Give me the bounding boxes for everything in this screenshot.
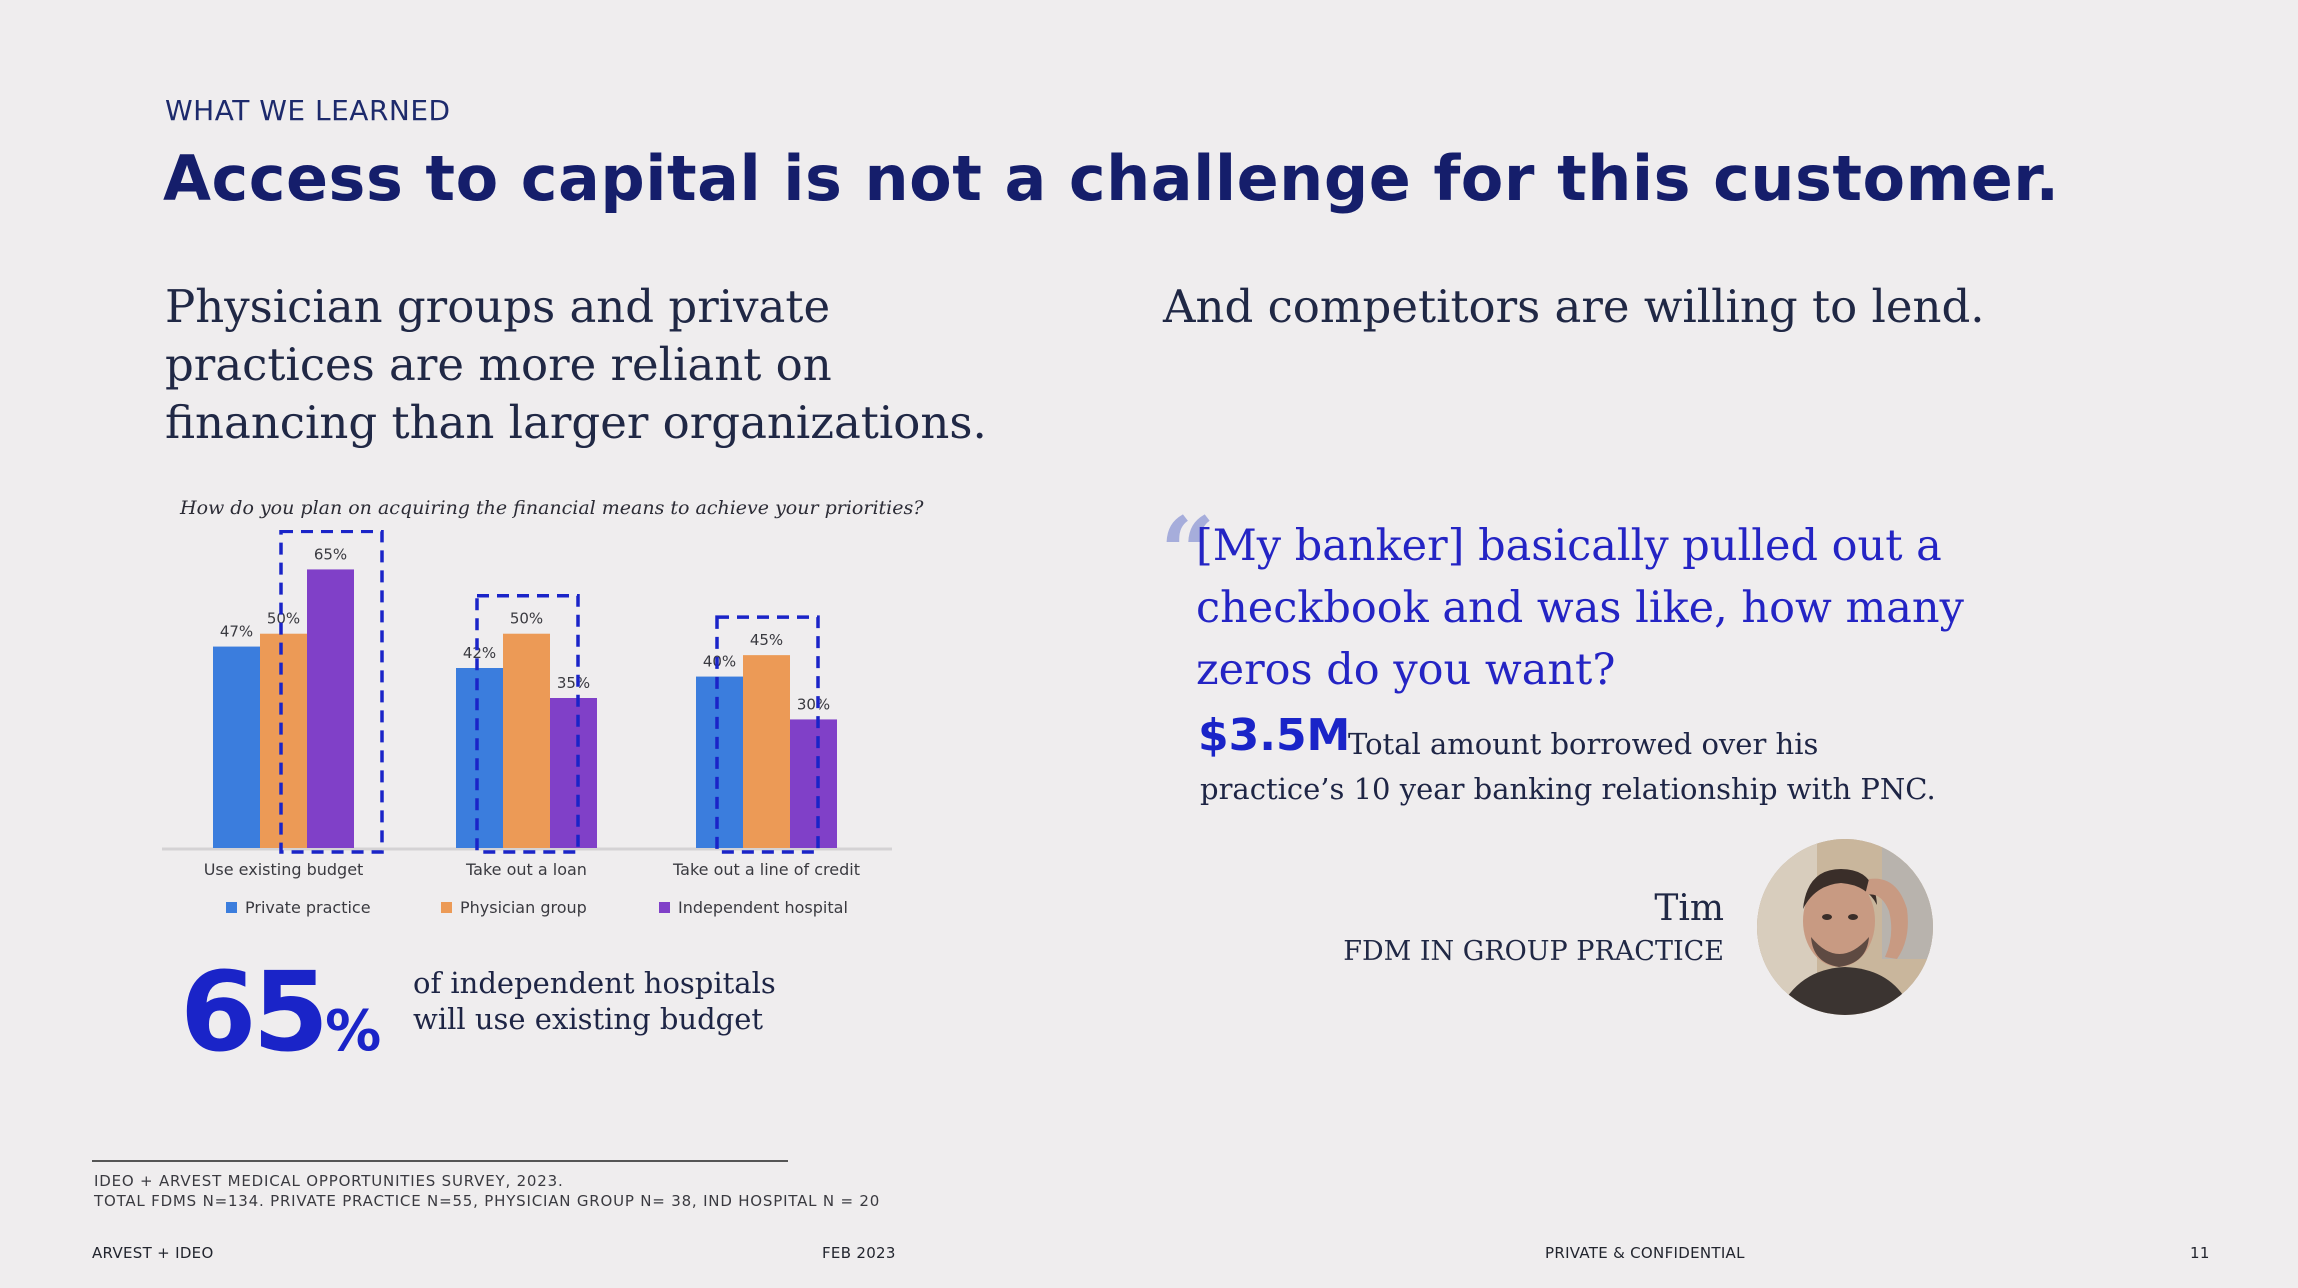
legend-swatch: [226, 902, 237, 913]
bar-independent-hospital: [790, 719, 837, 848]
highlight-box: [715, 615, 820, 854]
data-label: 42%: [463, 644, 496, 662]
bar-private-practice: [696, 676, 743, 848]
amount-stat-caption: Total amount borrowed over his practice’…: [1200, 727, 1936, 806]
legend-label: Private practice: [245, 898, 371, 917]
data-label: 45%: [750, 631, 783, 649]
bar-independent-hospital: [307, 569, 354, 848]
footnote-source: IDEO + ARVEST MEDICAL OPPORTUNITIES SURV…: [94, 1172, 564, 1190]
avatar: [1757, 839, 1933, 1015]
customer-quote: [My banker] basically pulled out a check…: [1196, 521, 1964, 695]
data-label: 47%: [220, 623, 253, 641]
x-tick-label: Take out a loan: [465, 860, 587, 879]
data-label: 35%: [557, 674, 590, 692]
footer-confidential: PRIVATE & CONFIDENTIAL: [1545, 1244, 1745, 1262]
data-label: 30%: [797, 695, 830, 713]
data-label: 40%: [703, 653, 736, 671]
chart-title: How do you plan on acquiring the financi…: [180, 497, 924, 519]
legend-label: Physician group: [460, 898, 587, 917]
legend-item-private-practice: Private practice: [226, 898, 371, 917]
footer-date: FEB 2023: [822, 1244, 896, 1262]
bar-private-practice: [456, 668, 503, 848]
left-subhead: Physician groups and private practices a…: [165, 280, 987, 449]
big-stat-unit: %: [325, 999, 382, 1064]
legend-label: Independent hospital: [678, 898, 848, 917]
bar-physician-group: [743, 655, 790, 848]
legend-swatch: [659, 902, 670, 913]
footnote-divider: [92, 1160, 788, 1162]
data-label: 50%: [510, 610, 543, 628]
bar-private-practice: [213, 646, 260, 848]
highlight-box: [475, 593, 580, 854]
person-role: FDM IN GROUP PRACTICE: [1343, 936, 1724, 967]
highlight-box: [279, 530, 384, 854]
bar-independent-hospital: [550, 698, 597, 848]
bar-physician-group: [260, 633, 307, 848]
bar-chart: 47% 50% 65% Use existing budget 42% 50% 35% Tak…: [162, 530, 892, 879]
right-subhead: And competitors are willing to lend.: [1163, 280, 1985, 333]
big-stat: 65%: [180, 948, 381, 1076]
x-tick-label: Use existing budget: [204, 860, 364, 879]
amount-stat: $3.5M: [1198, 710, 1351, 761]
legend-swatch: [441, 902, 452, 913]
quote-mark-icon: “: [1160, 496, 1216, 609]
x-tick-label: Take out a line of credit: [672, 860, 860, 879]
big-stat-caption: of independent hospitals will use existi…: [413, 966, 776, 1036]
footnote-sample: TOTAL FDMS N=134. PRIVATE PRACTICE N=55,…: [94, 1192, 881, 1210]
data-label: 50%: [267, 610, 300, 628]
page-number: 11: [2190, 1244, 2210, 1262]
legend-item-physician-group: Physician group: [441, 898, 587, 917]
page-title: Access to capital is not a challenge for…: [163, 142, 2060, 215]
legend-item-independent-hospital: Independent hospital: [659, 898, 848, 917]
bar-physician-group: [503, 633, 550, 848]
footer-brand: ARVEST + IDEO: [92, 1244, 214, 1262]
person-photo-icon: [1757, 839, 1933, 1015]
eyebrow-label: WHAT WE LEARNED: [165, 94, 451, 127]
data-label: 65%: [314, 545, 347, 563]
person-name: Tim: [1654, 888, 1724, 929]
big-stat-value: 65: [180, 948, 329, 1076]
